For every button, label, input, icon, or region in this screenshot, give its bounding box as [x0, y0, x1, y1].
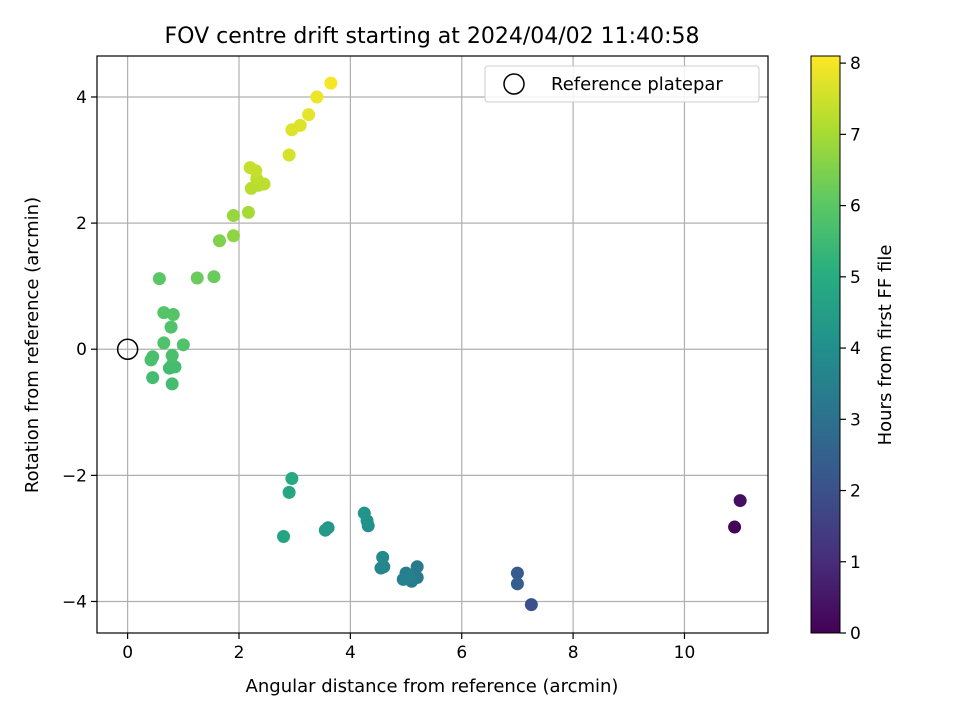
data-point — [302, 108, 316, 122]
data-point — [226, 209, 240, 223]
data-point — [152, 272, 166, 286]
y-tick-label: 2 — [76, 214, 87, 234]
data-point — [318, 523, 332, 537]
legend-box — [484, 65, 760, 103]
data-point — [207, 270, 221, 284]
x-axis-label: Angular distance from reference (arcmin) — [246, 676, 619, 697]
chart-title: FOV centre drift starting at 2024/04/02 … — [165, 24, 700, 49]
colorbar-tick-label: 1 — [850, 553, 861, 573]
data-point — [165, 377, 179, 391]
data-point — [293, 118, 307, 132]
data-point — [282, 485, 296, 499]
data-point — [146, 371, 160, 385]
colorbar-tick-label: 3 — [850, 410, 861, 430]
colorbar-tick-label: 4 — [850, 339, 861, 359]
y-tick-label: −2 — [62, 466, 87, 486]
colorbar-tick-label: 0 — [850, 624, 861, 644]
legend: Reference platepar — [484, 65, 760, 103]
data-point — [282, 148, 296, 162]
y-tick-label: −4 — [62, 592, 87, 612]
data-point — [524, 598, 538, 612]
data-point — [176, 338, 190, 352]
colorbar-label: Hours from first FF file — [875, 245, 896, 446]
data-point — [146, 350, 160, 364]
x-tick-label: 4 — [345, 643, 356, 663]
data-points — [144, 76, 747, 612]
data-point — [213, 234, 227, 248]
data-point — [402, 569, 416, 583]
y-axis-ticks: −4 −2 0 2 4 — [62, 88, 97, 612]
data-point — [510, 566, 524, 580]
data-point — [190, 271, 204, 285]
data-point — [157, 336, 171, 350]
colorbar-tick-label: 5 — [850, 268, 861, 288]
data-point — [241, 205, 255, 219]
y-tick-label: 4 — [76, 88, 87, 108]
plot-frame — [96, 55, 769, 634]
x-tick-label: 0 — [122, 643, 133, 663]
data-point — [357, 506, 371, 520]
data-point — [226, 229, 240, 243]
data-point — [376, 550, 390, 564]
data-point — [164, 320, 178, 334]
data-point — [374, 561, 388, 575]
data-point — [310, 90, 324, 104]
x-tick-label: 6 — [456, 643, 467, 663]
colorbar-tick-label: 6 — [850, 197, 861, 217]
colorbar-gradient — [810, 55, 841, 634]
data-point — [165, 358, 179, 372]
x-axis-ticks: 0 2 4 6 8 10 — [122, 633, 695, 663]
reference-marker — [116, 338, 139, 360]
colorbar: 0 1 2 3 4 5 6 7 8 Hours from first FF file — [810, 54, 896, 644]
x-tick-label: 10 — [674, 643, 696, 663]
data-point — [410, 560, 424, 574]
x-tick-label: 8 — [568, 643, 579, 663]
data-point — [510, 577, 524, 591]
colorbar-tick-label: 7 — [850, 125, 861, 145]
y-tick-label: 0 — [76, 340, 87, 360]
data-point — [728, 520, 742, 534]
legend-marker-open-circle — [503, 73, 525, 95]
data-point — [324, 76, 338, 90]
colorbar-tick-label: 2 — [850, 482, 861, 502]
x-tick-label: 2 — [234, 643, 245, 663]
data-point — [733, 494, 747, 508]
grid — [97, 56, 768, 633]
data-point — [285, 472, 299, 486]
legend-label: Reference platepar — [551, 74, 723, 95]
data-point — [243, 161, 257, 175]
colorbar-tick-label: 8 — [850, 54, 861, 74]
data-point — [166, 308, 180, 322]
y-axis-label: Rotation from reference (arcmin) — [22, 197, 43, 493]
data-point — [277, 530, 291, 544]
reference-platepar-marker — [116, 338, 139, 360]
data-point — [165, 349, 179, 363]
colorbar-ticks: 0 1 2 3 4 5 6 7 8 — [840, 54, 861, 644]
